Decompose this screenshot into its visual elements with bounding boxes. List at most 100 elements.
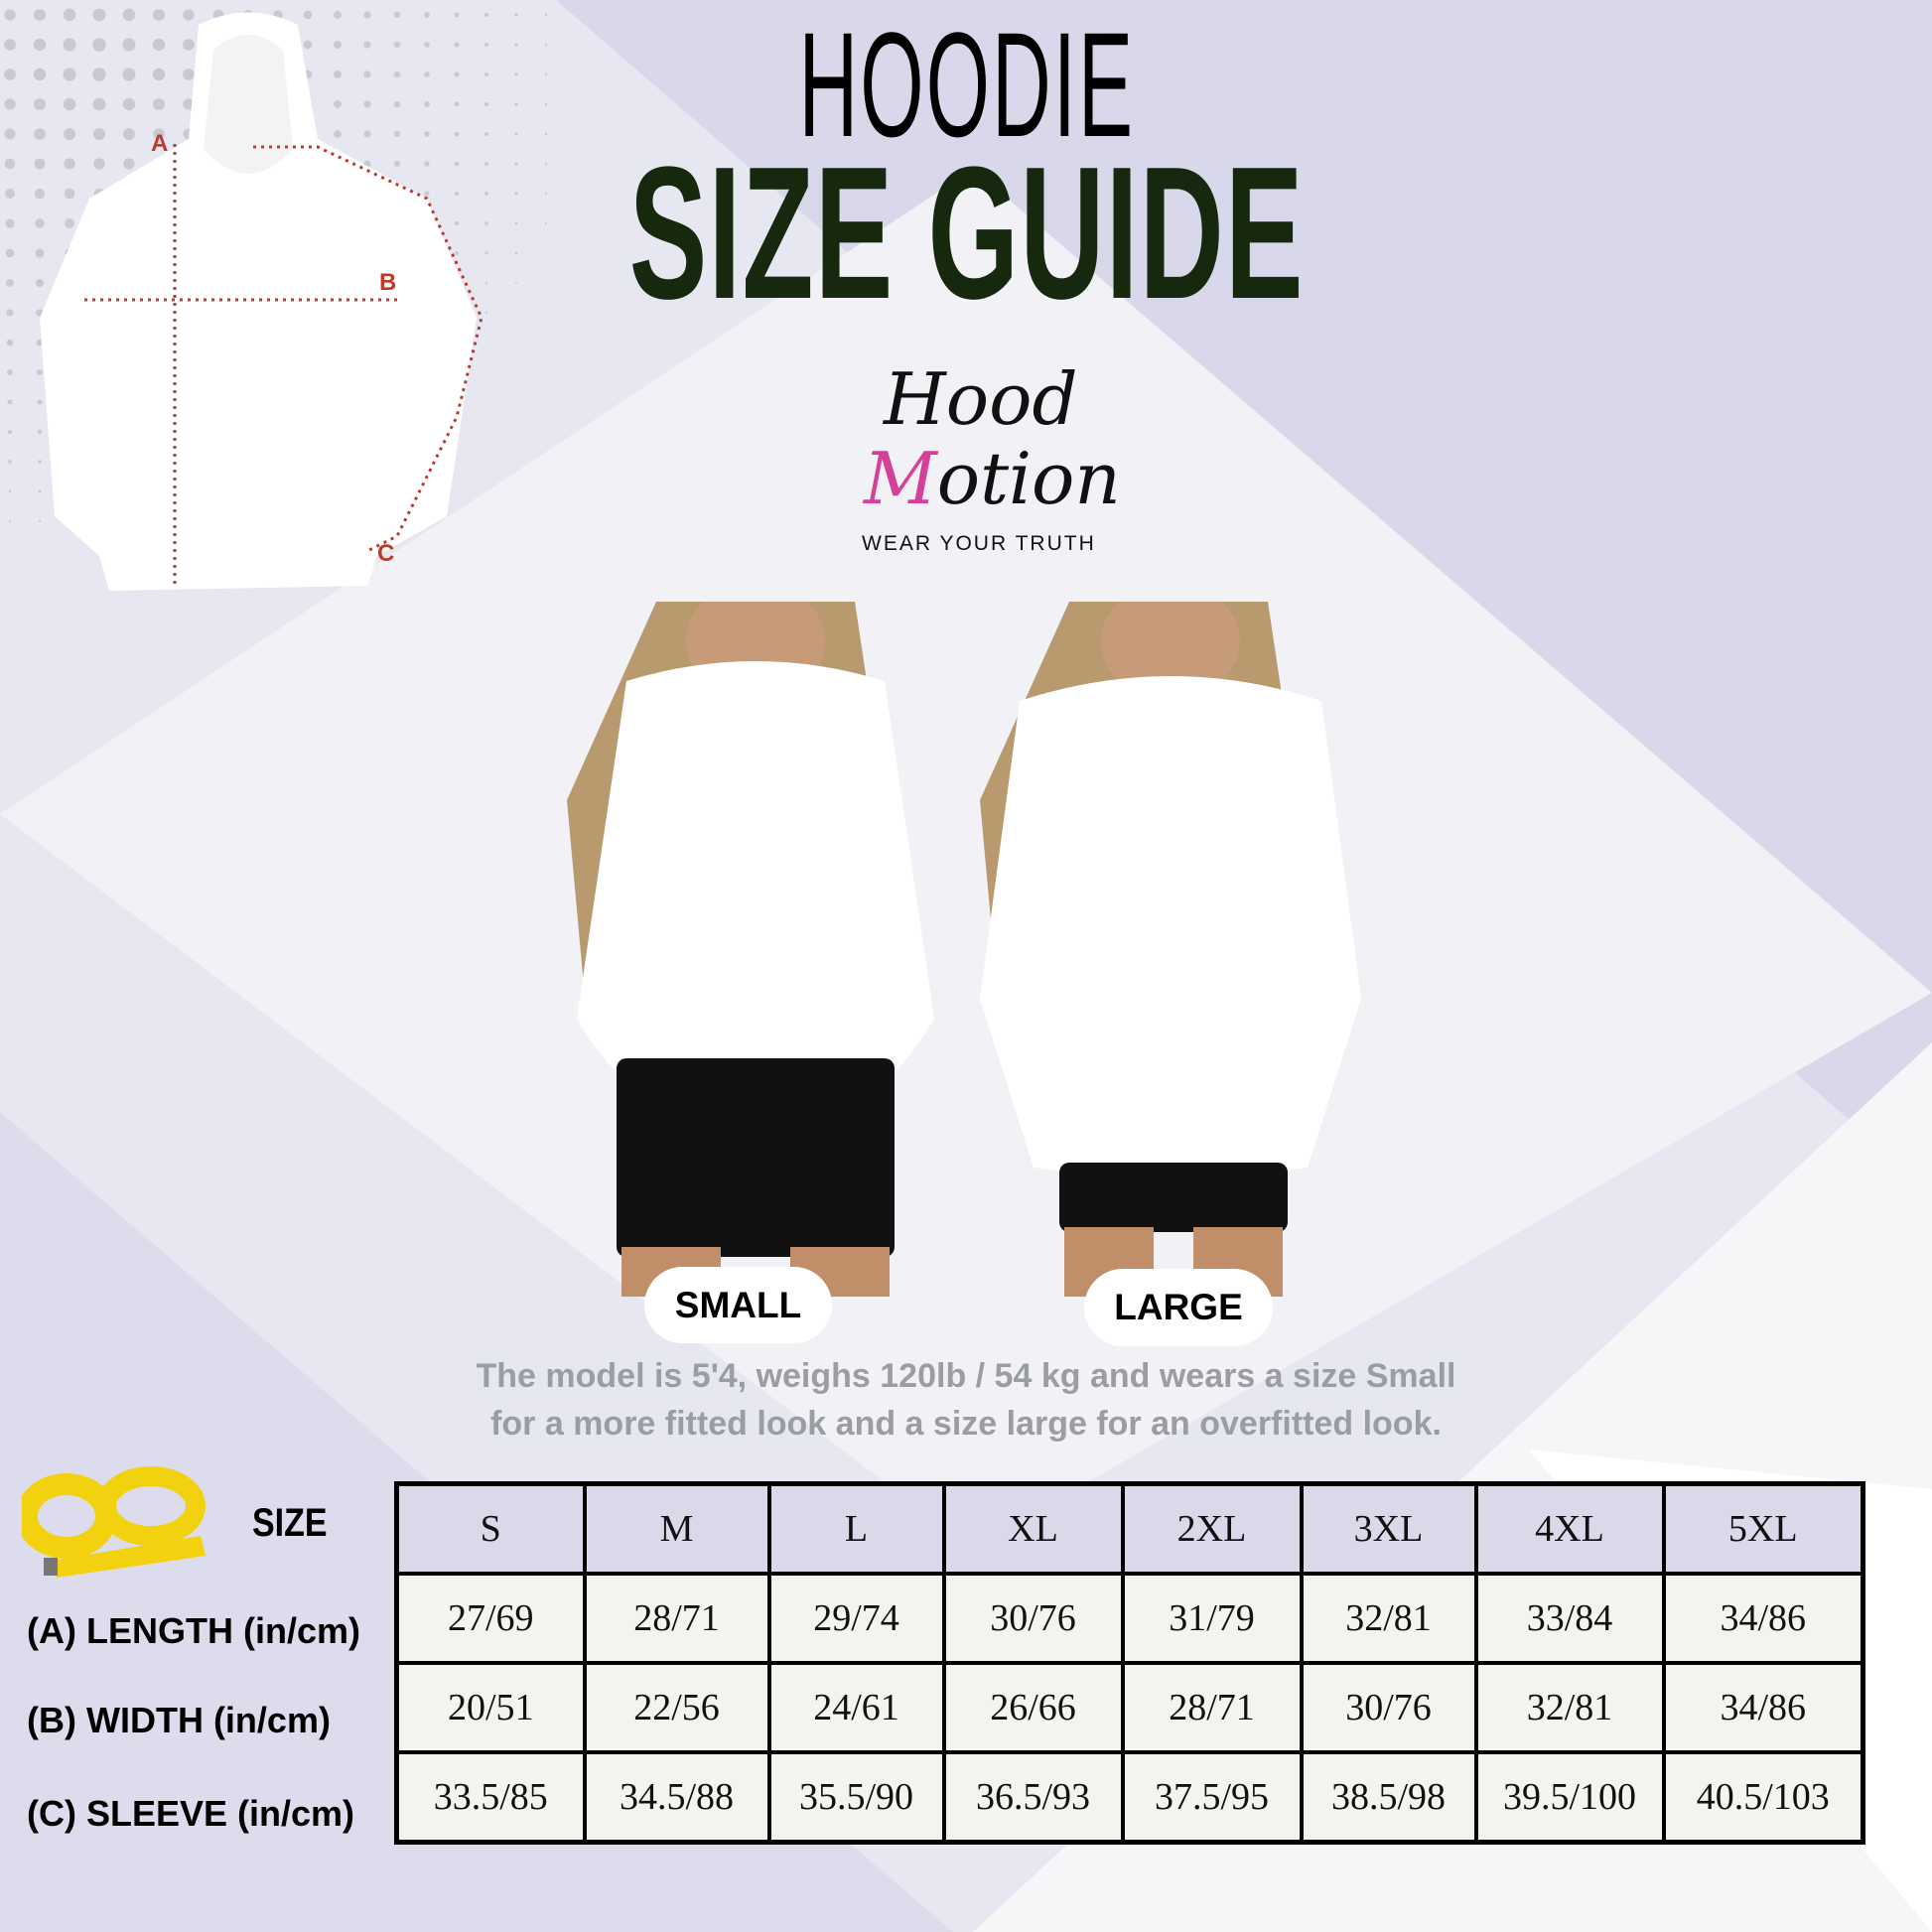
pattern-dot: [34, 158, 46, 170]
pattern-dot: [424, 131, 430, 137]
size-header-cell: S: [394, 1481, 587, 1576]
tape-measure-icon: [22, 1466, 206, 1578]
pattern-dot: [393, 11, 401, 19]
size-header-cell: 2XL: [1120, 1481, 1304, 1576]
pattern-dot: [6, 339, 14, 346]
table-cell: 27/69: [394, 1572, 587, 1665]
pattern-dot: [33, 8, 47, 22]
logo-tagline: WEAR YOUR TRUTH: [862, 532, 1096, 555]
pattern-dot: [6, 309, 14, 317]
pattern-dot: [152, 8, 166, 22]
table-row-length: 27/69 28/71 29/74 30/76 31/79 32/81 33/8…: [394, 1572, 1865, 1665]
pattern-dot: [34, 188, 46, 200]
pattern-dot: [8, 489, 12, 493]
size-header-row: S M L XL 2XL 3XL 4XL 5XL: [394, 1481, 1865, 1576]
brand-logo: Hood Motion WEAR YOUR TRUTH: [844, 357, 1121, 556]
pattern-dot: [424, 71, 430, 77]
pattern-dot: [514, 43, 518, 47]
pattern-dot: [544, 13, 548, 17]
pattern-dot: [514, 72, 518, 76]
pattern-dot: [122, 97, 136, 111]
pattern-dot: [393, 160, 401, 168]
model-caption-line2: for a more fitted look and a size large …: [490, 1405, 1442, 1443]
pattern-dot: [454, 71, 460, 77]
table-row-width: 20/51 22/56 24/61 26/66 28/71 30/76 32/8…: [394, 1661, 1865, 1754]
model-photo-large: [980, 602, 1361, 1297]
pattern-dot: [33, 38, 47, 52]
model-photo-small: [567, 602, 934, 1297]
pattern-dot: [424, 42, 430, 48]
pattern-dot: [35, 278, 45, 288]
pattern-dot: [63, 8, 76, 22]
table-cell: 36.5/93: [941, 1750, 1125, 1845]
pattern-dot: [514, 102, 518, 106]
pattern-dot: [183, 39, 195, 51]
pattern-dot: [484, 221, 488, 225]
pattern-dot: [454, 42, 460, 48]
table-cell: 40.5/103: [1661, 1750, 1865, 1845]
table-cell: 20/51: [394, 1661, 587, 1754]
pattern-dot: [454, 12, 460, 18]
pattern-dot: [5, 189, 15, 199]
table-cell: 39.5/100: [1473, 1750, 1666, 1845]
pattern-dot: [33, 68, 47, 81]
hoodie-shape: [40, 12, 477, 591]
pattern-dot: [334, 130, 342, 138]
pattern-dot: [484, 251, 488, 255]
pattern-dot: [484, 281, 488, 285]
pattern-dot: [8, 519, 12, 523]
table-cell: 34/86: [1661, 1661, 1865, 1754]
pattern-dot: [393, 41, 401, 49]
row-label-length: (A) LENGTH (in/cm): [27, 1610, 360, 1651]
pattern-dot: [303, 10, 313, 20]
pattern-dot: [393, 70, 401, 78]
table-cell: 33/84: [1473, 1572, 1666, 1665]
pattern-dot: [64, 128, 75, 140]
pattern-dot: [65, 218, 74, 228]
logo-word-hood: Hood: [884, 357, 1078, 441]
pattern-dot: [37, 369, 43, 375]
pattern-dot: [35, 248, 45, 258]
pattern-dot: [93, 158, 105, 170]
pattern-dot: [34, 128, 46, 140]
pattern-dot: [544, 132, 548, 136]
pattern-dot: [4, 69, 16, 80]
table-cell: 30/76: [1299, 1661, 1478, 1754]
pattern-dot: [334, 11, 342, 19]
pattern-dot: [122, 8, 136, 22]
pattern-dot: [152, 38, 166, 52]
pattern-dot: [334, 41, 342, 49]
pattern-dot: [454, 131, 460, 137]
size-header-cell: 5XL: [1661, 1481, 1865, 1576]
pattern-dot: [334, 100, 342, 108]
pattern-dot: [483, 101, 489, 107]
title-hoodie: HOODIE: [798, 1, 1136, 168]
pattern-dot: [363, 130, 371, 138]
table-cell: 34/86: [1661, 1572, 1865, 1665]
pattern-dot: [4, 98, 16, 110]
pattern-dot: [424, 161, 430, 167]
pattern-dot: [454, 191, 460, 197]
table-cell: 31/79: [1120, 1572, 1304, 1665]
pattern-dot: [6, 279, 14, 287]
pattern-dot: [63, 68, 76, 81]
table-cell: 28/71: [1120, 1661, 1304, 1754]
pattern-dot: [544, 192, 548, 196]
pattern-dot: [63, 38, 76, 52]
pattern-dot: [5, 218, 15, 228]
pattern-dot: [33, 97, 47, 111]
table-cell: 26/66: [941, 1661, 1125, 1754]
pattern-dot: [36, 339, 44, 346]
table-cell: 24/61: [766, 1661, 946, 1754]
pattern-dot: [4, 39, 16, 51]
pattern-dot: [123, 128, 135, 140]
pattern-dot: [64, 158, 75, 170]
table-cell: 38.5/98: [1299, 1750, 1478, 1845]
pattern-dot: [424, 101, 430, 107]
pattern-dot: [455, 251, 459, 255]
pattern-dot: [7, 429, 13, 435]
pattern-dot: [8, 460, 12, 464]
pattern-dot: [363, 41, 371, 49]
table-cell: 35.5/90: [766, 1750, 946, 1845]
title-size-guide: SIZE GUIDE: [628, 128, 1305, 339]
